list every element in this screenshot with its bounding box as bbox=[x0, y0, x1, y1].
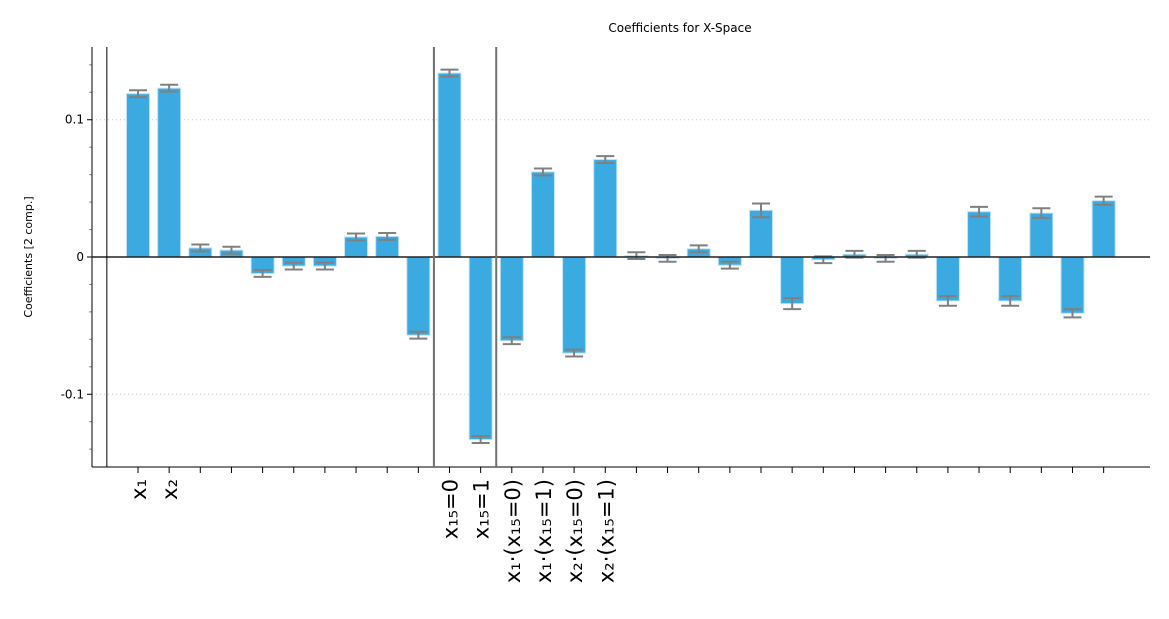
error-bar bbox=[129, 89, 147, 99]
error-bar bbox=[752, 202, 770, 219]
bar bbox=[437, 72, 462, 258]
y-tick-label: 0.1 bbox=[65, 113, 84, 127]
gridlines bbox=[92, 119, 1150, 395]
error-bar bbox=[471, 435, 490, 444]
x-tick-label: x₁₅=1 bbox=[470, 479, 494, 539]
error-bar bbox=[191, 243, 210, 253]
bars bbox=[126, 68, 1116, 444]
bar bbox=[593, 159, 618, 258]
error-bar bbox=[565, 348, 584, 358]
error-bar bbox=[783, 297, 802, 311]
bar bbox=[468, 256, 493, 441]
bar bbox=[998, 256, 1023, 302]
bar bbox=[1091, 200, 1116, 258]
bar bbox=[406, 256, 431, 336]
error-bar bbox=[378, 231, 397, 241]
x-tick-label: x₁ bbox=[127, 479, 151, 500]
x-tick-label: x₁·(x₁₅=0) bbox=[501, 479, 525, 583]
error-bar bbox=[970, 205, 989, 218]
error-bar bbox=[689, 244, 708, 254]
x-tick-label: x₂ bbox=[158, 479, 182, 500]
bar bbox=[157, 87, 182, 258]
error-bar bbox=[502, 336, 521, 346]
x-tick-label: x₁·(x₁₅=1) bbox=[532, 479, 556, 583]
bar bbox=[1060, 256, 1085, 314]
error-bar bbox=[658, 253, 677, 263]
error-bar bbox=[315, 261, 334, 271]
x-tick-label: x₂·(x₁₅=1) bbox=[594, 479, 618, 583]
bar bbox=[530, 171, 555, 258]
x-tick-label: x₂·(x₁₅=0) bbox=[563, 479, 587, 583]
error-bar bbox=[284, 261, 303, 271]
error-bar bbox=[1094, 195, 1113, 206]
error-bar bbox=[1032, 207, 1051, 219]
bar bbox=[126, 93, 150, 258]
tick-labels: -0.1 0 0.1 x₁ x₂ x₁₅=0 x₁₅=1 x₁·(x₁₅=0) x₁·(x₁₅=… bbox=[61, 113, 619, 583]
error-bar bbox=[440, 68, 459, 78]
error-bar bbox=[938, 295, 957, 307]
error-bar bbox=[627, 251, 646, 261]
error-bar bbox=[253, 269, 272, 278]
bar bbox=[935, 256, 960, 302]
bar bbox=[1029, 212, 1054, 258]
error-bar bbox=[222, 245, 241, 255]
y-tick-label: -0.1 bbox=[61, 387, 84, 401]
error-bar bbox=[1001, 295, 1020, 307]
bar bbox=[499, 256, 524, 342]
error-bar bbox=[720, 260, 739, 270]
error-bar bbox=[596, 155, 615, 164]
y-axis-label: Coefficients [2 comp.] bbox=[22, 196, 35, 317]
error-bar bbox=[876, 253, 895, 263]
axes bbox=[87, 47, 1150, 473]
error-bar bbox=[533, 167, 552, 177]
y-tick-label: 0 bbox=[76, 250, 84, 264]
error-bar bbox=[1063, 308, 1082, 319]
error-bar bbox=[347, 232, 366, 242]
x-tick-label: x₁₅=0 bbox=[439, 479, 463, 539]
error-bar bbox=[409, 330, 428, 340]
error-bar bbox=[160, 83, 179, 93]
chart-title: Coefficients for X-Space bbox=[608, 21, 751, 35]
bar bbox=[780, 256, 805, 305]
bar bbox=[967, 211, 992, 258]
bar bbox=[562, 256, 587, 354]
